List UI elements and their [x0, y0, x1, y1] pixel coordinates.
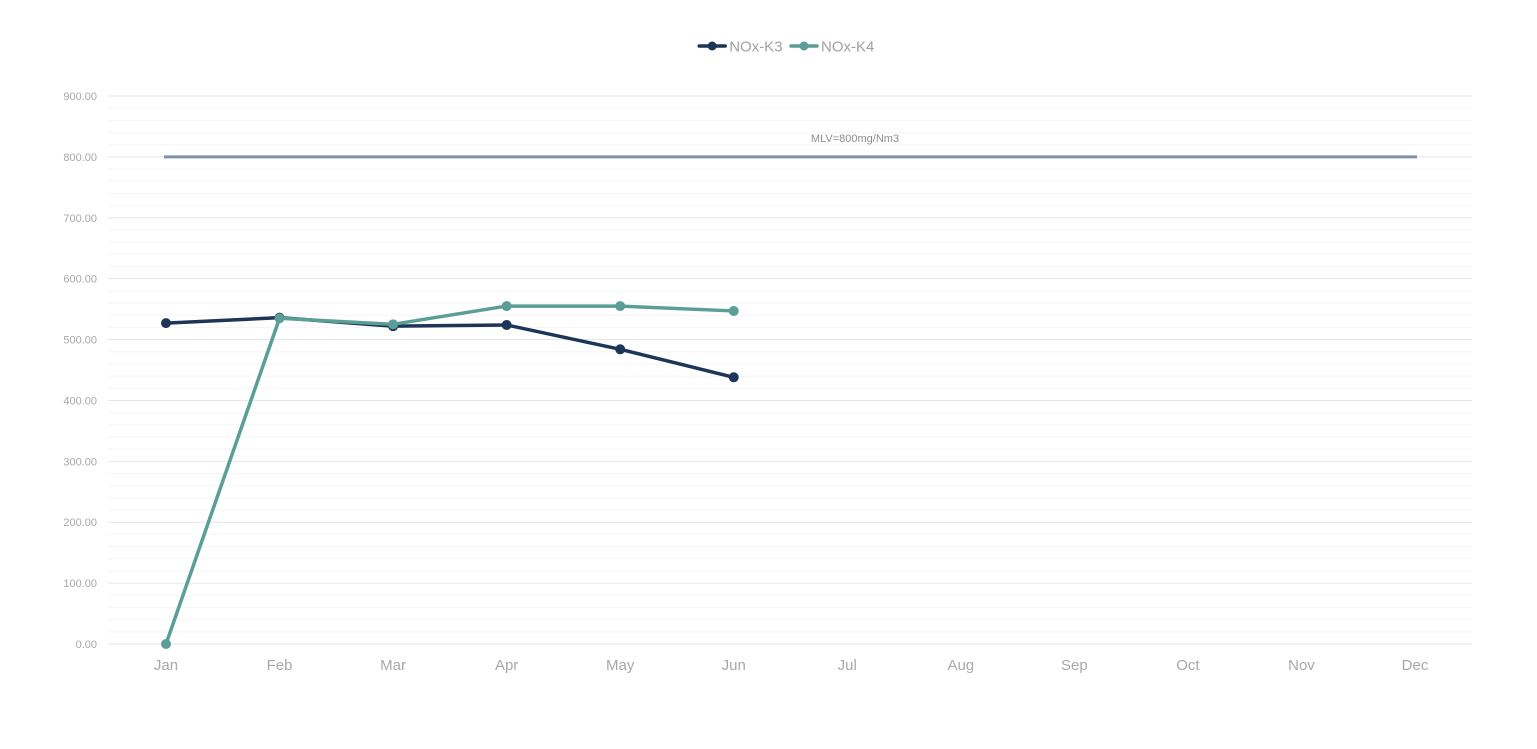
x-tick-label: Apr [495, 657, 518, 674]
data-point[interactable] [615, 301, 626, 312]
data-point[interactable] [388, 319, 399, 330]
y-tick-label: 800.00 [63, 152, 97, 164]
y-tick-label: 300.00 [63, 456, 97, 468]
y-tick-label: 600.00 [63, 274, 97, 286]
y-tick-label: 400.00 [63, 395, 97, 407]
legend-label: NOx-K3 [729, 39, 782, 56]
x-tick-label: Jul [838, 657, 857, 674]
x-tick-label: Feb [267, 657, 293, 674]
y-tick-label: 500.00 [63, 335, 97, 347]
legend-item[interactable]: NOx-K3 [697, 39, 783, 56]
x-tick-label: Mar [380, 657, 406, 674]
data-point[interactable] [274, 313, 285, 324]
y-tick-label: 100.00 [63, 578, 97, 590]
series-line [164, 315, 736, 380]
series-nox-k4 [161, 301, 739, 649]
series-nox-k3 [161, 312, 739, 383]
data-point[interactable] [161, 639, 171, 649]
x-tick-label: Oct [1176, 657, 1200, 674]
data-point[interactable] [501, 319, 512, 330]
y-axis-ticks: 0.00 100.00 200.00 300.00 400.00 500.00 600.00… [63, 91, 97, 651]
y-tick-label: 0.00 [76, 639, 97, 651]
minor-gridlines [108, 107, 1472, 633]
data-point[interactable] [615, 344, 626, 355]
x-tick-label: Aug [947, 657, 974, 674]
legend-label: NOx-K4 [821, 39, 874, 56]
legend-swatch-marker [707, 41, 717, 51]
x-tick-label: May [606, 657, 635, 674]
data-point[interactable] [728, 305, 739, 316]
x-tick-label: Nov [1288, 657, 1315, 674]
x-tick-label: Jun [722, 657, 746, 674]
data-point[interactable] [161, 318, 171, 329]
major-gridlines [108, 95, 1472, 645]
x-tick-label: Dec [1402, 657, 1429, 674]
x-tick-label: Sep [1061, 657, 1088, 674]
y-tick-label: 900.00 [63, 91, 97, 103]
y-tick-label: 700.00 [63, 213, 97, 225]
data-point[interactable] [728, 372, 739, 383]
x-tick-label: Jan [154, 657, 178, 674]
legend-item[interactable]: NOx-K4 [789, 39, 874, 56]
legend: NOx-K3 NOx-K4 [697, 39, 874, 56]
data-point[interactable] [501, 301, 512, 312]
series-line [164, 304, 736, 646]
reference-line-label: MLV=800mg/Nm3 [811, 133, 899, 145]
legend-swatch-marker [799, 41, 809, 51]
x-axis-ticks: Jan Feb Mar Apr May Jun Jul Aug Sep Oct Nov Dec [154, 657, 1429, 674]
y-tick-label: 200.00 [63, 517, 97, 529]
